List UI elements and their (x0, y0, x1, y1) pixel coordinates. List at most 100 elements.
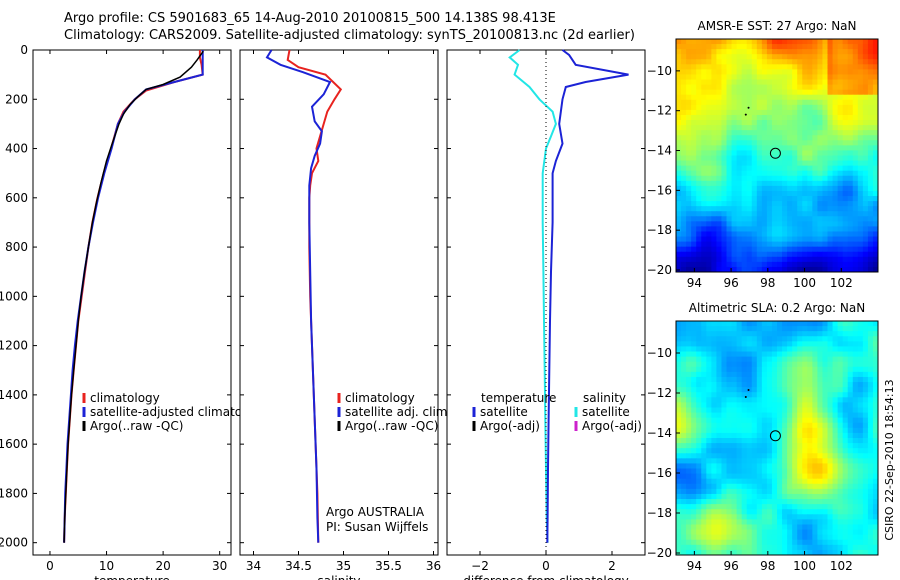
sla_map-cell (812, 549, 818, 555)
sla_map-cell (676, 524, 682, 531)
sla_map-cell (706, 458, 712, 465)
sla_map-cell (837, 524, 844, 531)
sla_map-cell (741, 427, 748, 434)
sla_map-ytick-label: −14 (647, 426, 672, 440)
sst_map-cell (711, 261, 717, 268)
sst_map-cell (862, 104, 869, 111)
sla_map-cell (827, 473, 834, 480)
sst_map-cell (822, 59, 829, 65)
sla_map-cell (822, 529, 829, 536)
sla_map-cell (751, 326, 758, 332)
sst_map-cell (701, 145, 707, 152)
sst_map-cell (746, 190, 753, 197)
sla_map-cell (792, 524, 798, 531)
sla_map-cell (832, 519, 839, 526)
sla_map-cell (736, 483, 743, 490)
sla_map-cell (827, 341, 834, 348)
sst_map-cell (681, 211, 687, 217)
sla_map-cell (827, 443, 834, 449)
sst_map-cell (862, 175, 869, 182)
sst_map-cell (761, 226, 768, 233)
sst_map-cell (807, 196, 813, 202)
sst_map-cell (746, 54, 753, 60)
sla_map-cell (872, 366, 878, 373)
sla_map-cell (731, 397, 738, 403)
sst_map-cell (746, 74, 753, 81)
sst_map-cell (862, 196, 869, 202)
sst_map-cell (797, 99, 803, 106)
sst_map-xtick-label: 102 (830, 276, 853, 290)
sla_map-cell (817, 366, 824, 373)
sst_map-cell (766, 180, 773, 187)
sst_map-cell (817, 196, 824, 202)
sst_map-cell (726, 84, 733, 91)
sla_map-cell (867, 387, 874, 393)
sla_map-cell (676, 539, 682, 546)
sst_map-cell (867, 261, 874, 268)
sla_map-cell (787, 448, 793, 454)
sla_map-cell (812, 493, 818, 500)
sst_map-cell (716, 44, 723, 50)
sla_map-cell (766, 504, 773, 510)
sla_map-cell (862, 443, 869, 449)
sst_map-cell (751, 64, 758, 70)
sst_map-cell (777, 120, 783, 126)
sst_map-cell (696, 44, 702, 50)
sla_map-cell (862, 376, 869, 383)
sla_map-cell (807, 453, 813, 459)
sla_map-cell (721, 341, 728, 348)
sla_map-cell (852, 432, 859, 439)
sst_map-cell (716, 170, 723, 177)
sst_map-cell (756, 74, 763, 81)
sla_map-cell (746, 321, 753, 327)
sla_map-cell (812, 438, 818, 444)
sla_map-cell (691, 356, 697, 363)
sst_map-cell (822, 261, 829, 268)
sla_map-cell (756, 331, 763, 337)
sla_map-cell (792, 544, 798, 551)
sst_map-cell (736, 39, 743, 45)
sla_map-cell (746, 483, 753, 490)
sst_map-cell (756, 216, 763, 222)
sst_map-cell (771, 94, 778, 101)
sst_map-cell (792, 211, 798, 217)
sst_map-cell (746, 84, 753, 91)
sst_map-cell (782, 104, 788, 111)
sst_map-cell (822, 130, 829, 136)
sst_map-cell (837, 120, 844, 126)
sst_map-cell (802, 231, 808, 238)
sla_map-cell (827, 422, 834, 429)
sla_map-cell (771, 539, 778, 546)
sst_map-cell (842, 125, 849, 131)
sst_map-cell (716, 89, 723, 96)
sla_map-cell (721, 549, 728, 555)
sla_map-cell (812, 326, 818, 332)
sla_map-cell (741, 366, 748, 373)
sst_map-cell (771, 266, 778, 272)
sst_map-cell (761, 120, 768, 126)
sla_map-cell (751, 473, 758, 480)
sst_map-cell (832, 49, 839, 55)
sst_map-cell (766, 185, 773, 192)
sst_map-cell (812, 201, 818, 207)
sla_map-cell (872, 392, 878, 398)
sla_map-cell (842, 366, 849, 373)
sst_map-cell (716, 69, 723, 76)
sst_map-cell (812, 109, 818, 116)
sst_map-cell (797, 84, 803, 91)
sla_map-cell (827, 483, 834, 490)
sst_map-cell (731, 140, 738, 146)
sla_map-cell (751, 346, 758, 353)
sla_map-cell (731, 341, 738, 348)
sla_map-cell (807, 524, 813, 531)
sst_map-cell (676, 135, 682, 141)
sla_map-cell (777, 448, 783, 454)
sla_map-cell (741, 448, 748, 454)
sst_map-cell (771, 130, 778, 136)
sst_map-cell (691, 109, 697, 116)
sla_map-cell (857, 417, 864, 424)
sst_map-cell (756, 125, 763, 131)
sst_map-cell (691, 135, 697, 141)
sst_map-cell (872, 216, 878, 222)
sla_map-cell (696, 493, 702, 500)
